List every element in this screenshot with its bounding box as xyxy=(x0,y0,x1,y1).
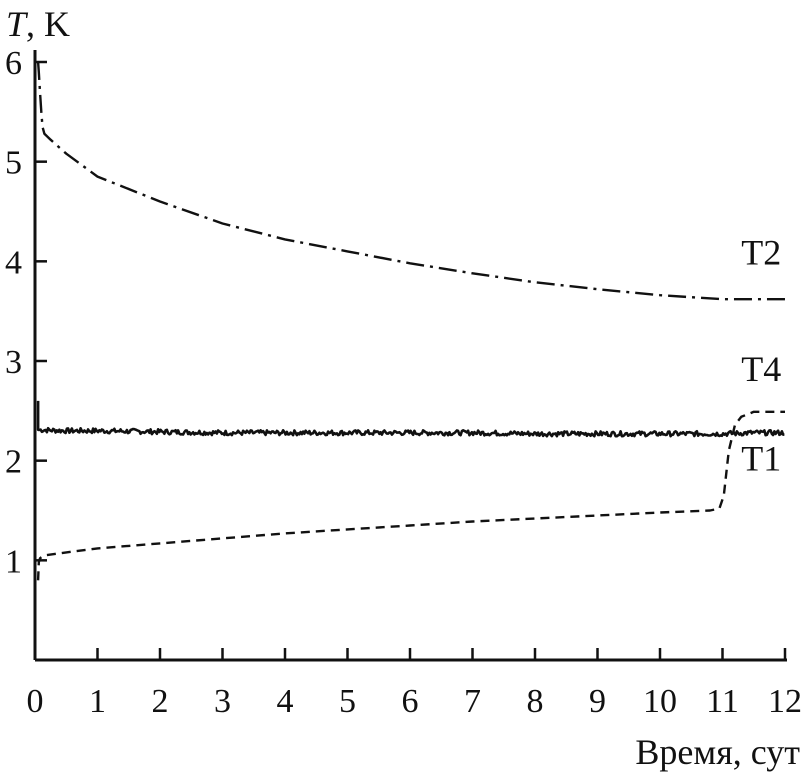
series-label-t2: T2 xyxy=(741,232,781,272)
x-tick-label: 6 xyxy=(402,683,419,720)
series-line-t4 xyxy=(36,400,785,438)
series-labels: T2 T4 T1 xyxy=(741,232,781,478)
series-layer xyxy=(36,61,785,581)
x-tick-label: 4 xyxy=(277,683,294,720)
x-tick-label: 11 xyxy=(706,683,739,720)
x-tick-label: 3 xyxy=(214,683,231,720)
y-tick-label: 6 xyxy=(5,45,22,82)
x-tick-label: 12 xyxy=(768,683,802,720)
x-tick-label: 9 xyxy=(589,683,606,720)
y-tick-label: 2 xyxy=(5,444,22,481)
y-tick-label: 4 xyxy=(5,244,22,281)
y-tick-label: 5 xyxy=(5,145,22,182)
x-tick-label: 5 xyxy=(339,683,356,720)
y-axis-symbol: T xyxy=(6,4,29,44)
x-tick-label: 8 xyxy=(527,683,544,720)
series-label-t4: T4 xyxy=(741,349,781,389)
series-line-t2 xyxy=(36,61,785,301)
y-tick-label: 3 xyxy=(5,344,22,381)
y-axis-title: T, K xyxy=(6,4,70,44)
x-tick-label: 0 xyxy=(27,683,44,720)
x-tick-label: 7 xyxy=(464,683,481,720)
series-label-t1: T1 xyxy=(741,439,781,479)
series-line-t1 xyxy=(36,410,785,581)
x-tick-label: 10 xyxy=(643,683,677,720)
x-tick-label: 2 xyxy=(152,683,169,720)
y-axis-unit: , K xyxy=(26,4,70,44)
x-tick-label: 1 xyxy=(89,683,106,720)
y-tick-label: 1 xyxy=(5,543,22,580)
x-axis-title: Время, сут xyxy=(635,732,800,772)
chart-axes xyxy=(33,50,787,662)
